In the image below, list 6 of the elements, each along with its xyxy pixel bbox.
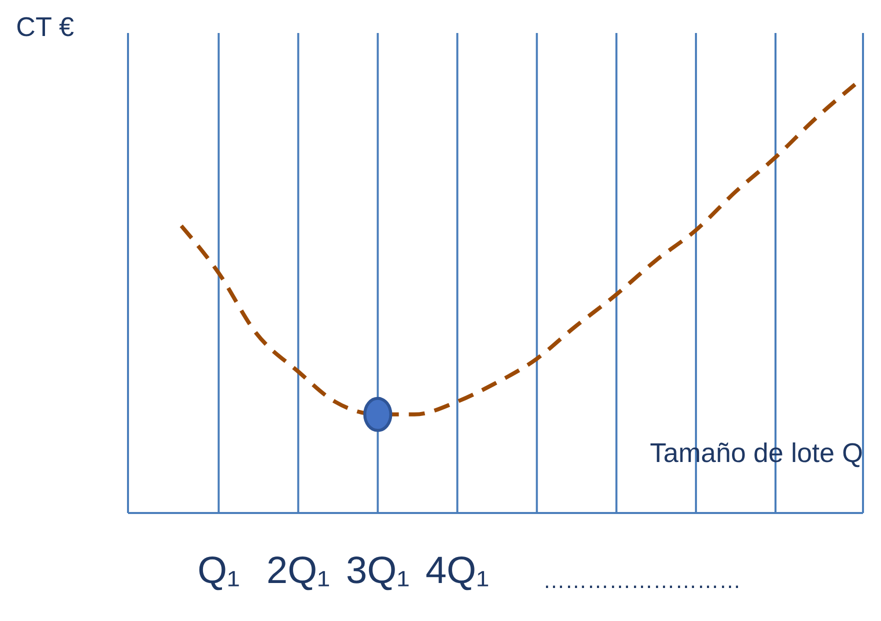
x-tick-label: 2Q₁ xyxy=(266,550,330,592)
x-tick-label: 4Q₁ xyxy=(426,550,490,592)
text: ……………………… xyxy=(543,568,741,594)
y-axis-title: CT € xyxy=(16,12,74,43)
x-tick-label: Q₁ xyxy=(197,550,240,592)
x-tick-label: 3Q₁ xyxy=(346,550,410,592)
